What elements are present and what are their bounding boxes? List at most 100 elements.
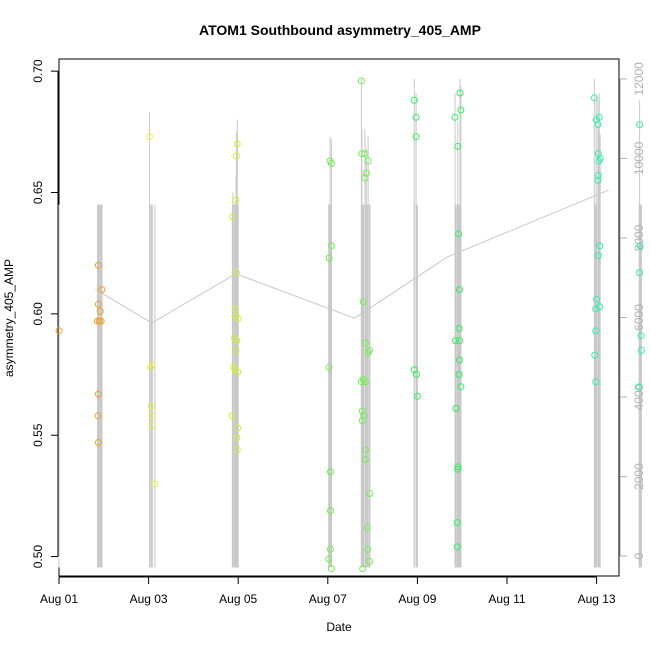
y2-tick-label: 10000: [632, 141, 646, 175]
data-point: [594, 176, 602, 184]
data-point: [364, 349, 372, 357]
data-point: [591, 351, 599, 359]
data-point: [151, 480, 159, 488]
data-point: [457, 106, 465, 114]
data-point: [592, 327, 600, 335]
data-point: [455, 230, 463, 238]
data-point: [361, 446, 369, 454]
y-axis-left: 0.50 0.55 0.60 0.65 0.70: [31, 59, 59, 569]
data-point: [147, 402, 155, 410]
data-point: [363, 524, 371, 531]
data-point: [327, 507, 334, 514]
secondary-series-lines: [58, 79, 642, 568]
data-point: [361, 174, 369, 182]
data-point: [358, 417, 366, 425]
data-point: [594, 252, 602, 260]
data-point: [366, 557, 373, 565]
data-point: [452, 405, 460, 412]
x-tick-label: Aug 11: [488, 592, 525, 606]
data-point: [595, 113, 603, 121]
y-tick-label: 0.55: [31, 423, 45, 447]
data-point: [359, 565, 367, 573]
data-point: [361, 150, 369, 158]
data-point: [452, 337, 459, 345]
x-tick-label: Aug 13: [578, 592, 616, 606]
data-point: [635, 383, 643, 391]
data-point: [97, 317, 105, 325]
data-point: [229, 213, 237, 221]
data-point: [232, 152, 240, 160]
data-point: [55, 327, 63, 335]
x-tick-label: Aug 05: [219, 592, 257, 606]
data-point: [413, 392, 421, 400]
data-point: [233, 434, 241, 442]
data-point: [451, 113, 459, 121]
x-tick-label: Aug 07: [309, 592, 347, 606]
y2-tick-label: 4000: [632, 383, 646, 410]
data-point: [360, 412, 368, 420]
data-point: [231, 305, 239, 313]
y2-tick-label: 12000: [632, 62, 646, 96]
data-point: [361, 339, 369, 347]
data-point: [594, 150, 602, 158]
data-point: [327, 468, 334, 476]
data-point: [362, 169, 370, 177]
y-axis-right: 0 2000 4000 6000 8000 10000 12000: [619, 62, 646, 559]
data-point: [148, 412, 156, 420]
data-point: [456, 356, 463, 364]
data-point: [233, 446, 241, 454]
data-point: [592, 305, 600, 313]
data-point: [148, 422, 156, 429]
data-point: [325, 363, 333, 371]
data-point: [637, 332, 645, 340]
data-point: [94, 390, 102, 398]
data-point: [228, 412, 236, 420]
data-point: [232, 346, 240, 354]
data-point: [232, 312, 240, 320]
data-point: [234, 368, 242, 376]
data-point: [594, 172, 602, 179]
data-point: [357, 77, 365, 85]
x-tick-label: Aug 01: [40, 592, 78, 606]
data-point: [456, 89, 464, 97]
data-point: [146, 133, 153, 141]
data-point: [94, 439, 102, 446]
y2-tick-label: 6000: [632, 304, 646, 331]
data-point: [594, 121, 602, 128]
data-point: [359, 298, 367, 306]
data-point: [593, 295, 601, 303]
y-tick-label: 0.70: [31, 59, 45, 83]
data-point: [453, 543, 461, 551]
data-point: [412, 113, 420, 121]
data-point: [412, 133, 420, 141]
y2-tick-label: 0: [632, 552, 646, 559]
data-point: [325, 254, 333, 262]
data-point: [637, 346, 645, 354]
data-point: [456, 286, 463, 294]
data-point: [636, 242, 644, 250]
data-point: [413, 371, 420, 378]
data-point: [234, 315, 242, 323]
y2-tick-label: 8000: [632, 224, 646, 251]
data-point: [147, 363, 155, 371]
data-point: [358, 407, 366, 415]
data-point: [233, 337, 241, 345]
data-point: [98, 286, 106, 294]
data-point: [327, 545, 334, 553]
data-point: [94, 300, 102, 308]
count-trace: [95, 189, 609, 324]
data-point: [361, 378, 369, 386]
data-point: [595, 157, 603, 165]
data-point: [636, 269, 644, 277]
data-point: [592, 378, 600, 386]
data-point: [636, 121, 644, 128]
data-point: [357, 378, 365, 386]
data-point: [327, 565, 335, 573]
data-point: [364, 157, 372, 165]
y-tick-label: 0.50: [31, 545, 45, 569]
x-axis: Aug 01 Aug 03 Aug 05 Aug 07 Aug 09 Aug 11 Aug …: [40, 576, 616, 606]
data-point: [361, 456, 369, 463]
data-point: [410, 96, 418, 104]
data-point: [325, 555, 333, 563]
